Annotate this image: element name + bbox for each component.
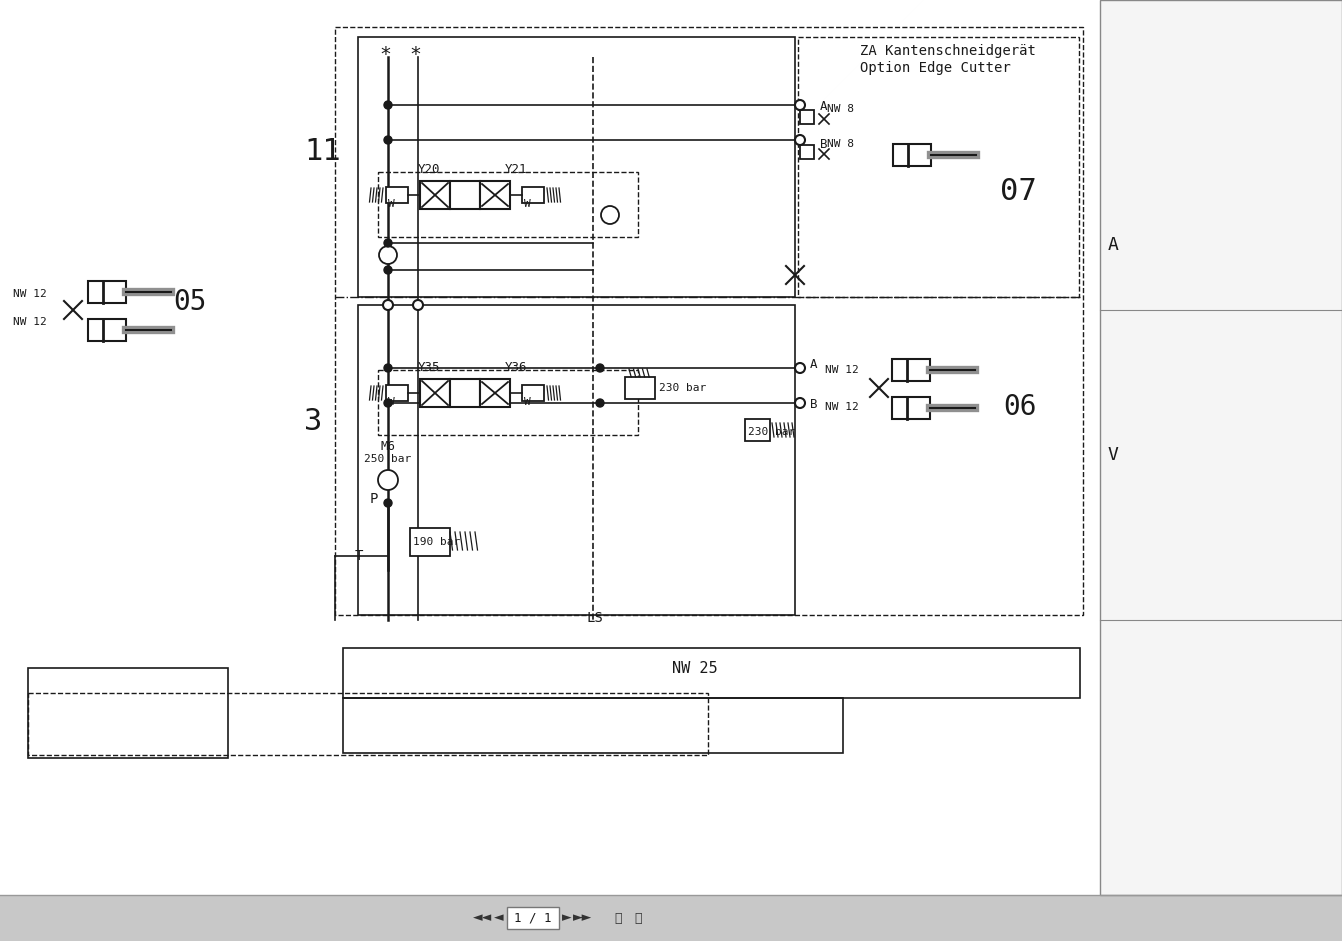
- Bar: [450, 379, 480, 407]
- Text: A: A: [811, 358, 817, 371]
- Bar: [800, 145, 815, 159]
- Bar: [89, 281, 126, 303]
- Text: W: W: [523, 199, 530, 209]
- Text: 230 bar: 230 bar: [659, 383, 706, 393]
- Bar: [1100, 0, 1342, 895]
- Text: NW 12: NW 12: [825, 365, 859, 375]
- Bar: [378, 172, 637, 237]
- Text: *: *: [411, 45, 420, 64]
- Bar: [798, 37, 1079, 297]
- Text: 🖨: 🖨: [635, 912, 641, 924]
- Bar: [892, 359, 930, 381]
- Circle shape: [794, 363, 805, 373]
- Circle shape: [596, 399, 604, 407]
- Bar: [386, 385, 408, 401]
- Text: ►: ►: [562, 912, 572, 924]
- Text: ZA Kantenschneidgerät: ZA Kantenschneidgerät: [860, 44, 1036, 58]
- Text: 250 bar: 250 bar: [365, 454, 412, 464]
- Text: NW 12: NW 12: [13, 289, 47, 299]
- Text: 07: 07: [1000, 177, 1037, 206]
- Text: 🗗: 🗗: [615, 912, 621, 924]
- Circle shape: [413, 300, 423, 310]
- Bar: [89, 319, 126, 341]
- Text: B: B: [811, 398, 817, 411]
- Bar: [358, 305, 794, 615]
- Bar: [386, 187, 408, 203]
- Text: 05: 05: [173, 288, 207, 316]
- Text: ►►: ►►: [573, 912, 593, 924]
- Bar: [420, 181, 450, 209]
- Circle shape: [384, 499, 392, 507]
- Circle shape: [378, 470, 399, 490]
- Bar: [745, 419, 770, 441]
- Circle shape: [384, 266, 392, 274]
- Circle shape: [384, 239, 392, 247]
- Text: 11: 11: [305, 137, 341, 166]
- Text: Y21: Y21: [505, 163, 527, 176]
- Bar: [358, 37, 794, 297]
- Bar: [892, 144, 931, 166]
- Text: A: A: [1108, 236, 1119, 254]
- Bar: [336, 27, 1083, 615]
- Text: P: P: [370, 492, 378, 506]
- Text: ◄: ◄: [494, 912, 503, 924]
- Text: A: A: [820, 100, 828, 113]
- Text: NW 25: NW 25: [672, 661, 718, 676]
- Text: NW 8: NW 8: [827, 104, 854, 114]
- Text: W: W: [388, 397, 395, 407]
- Bar: [344, 648, 1080, 698]
- Text: 3: 3: [305, 407, 322, 436]
- Circle shape: [384, 101, 392, 109]
- Text: NW 8: NW 8: [827, 139, 854, 149]
- Bar: [411, 528, 450, 556]
- Text: *: *: [380, 45, 391, 64]
- Bar: [480, 379, 510, 407]
- Circle shape: [794, 100, 805, 110]
- Text: 06: 06: [1002, 393, 1036, 421]
- Text: W: W: [388, 199, 395, 209]
- Text: B: B: [820, 138, 828, 151]
- Text: NW 12: NW 12: [13, 317, 47, 327]
- Circle shape: [794, 398, 805, 408]
- Text: 1 / 1: 1 / 1: [514, 912, 552, 924]
- Bar: [507, 907, 560, 929]
- Bar: [892, 397, 930, 419]
- Bar: [344, 698, 843, 753]
- Circle shape: [384, 364, 392, 372]
- Bar: [625, 377, 655, 399]
- Text: 230 bar: 230 bar: [747, 427, 796, 437]
- Text: ◄◄: ◄◄: [474, 912, 493, 924]
- Text: Y36: Y36: [505, 361, 527, 374]
- Text: M6: M6: [381, 440, 396, 453]
- Circle shape: [601, 206, 619, 224]
- Bar: [522, 385, 544, 401]
- Bar: [800, 110, 815, 124]
- Bar: [450, 181, 480, 209]
- Text: LS: LS: [586, 611, 603, 625]
- Circle shape: [794, 135, 805, 145]
- Text: 190 bar: 190 bar: [413, 537, 460, 547]
- Circle shape: [596, 364, 604, 372]
- Circle shape: [378, 246, 397, 264]
- Text: T: T: [356, 549, 364, 563]
- Bar: [378, 370, 637, 435]
- Bar: [420, 379, 450, 407]
- Text: Option Edge Cutter: Option Edge Cutter: [860, 61, 1011, 75]
- Bar: [480, 181, 510, 209]
- Bar: [28, 693, 709, 755]
- Bar: [0, 895, 1342, 941]
- Circle shape: [382, 300, 393, 310]
- Circle shape: [384, 136, 392, 144]
- Text: W: W: [523, 397, 530, 407]
- Text: NW 12: NW 12: [825, 402, 859, 412]
- Bar: [28, 668, 228, 758]
- Circle shape: [384, 399, 392, 407]
- Text: V: V: [1108, 446, 1119, 464]
- Text: Y35: Y35: [417, 361, 440, 374]
- Text: Y20: Y20: [417, 163, 440, 176]
- Bar: [522, 187, 544, 203]
